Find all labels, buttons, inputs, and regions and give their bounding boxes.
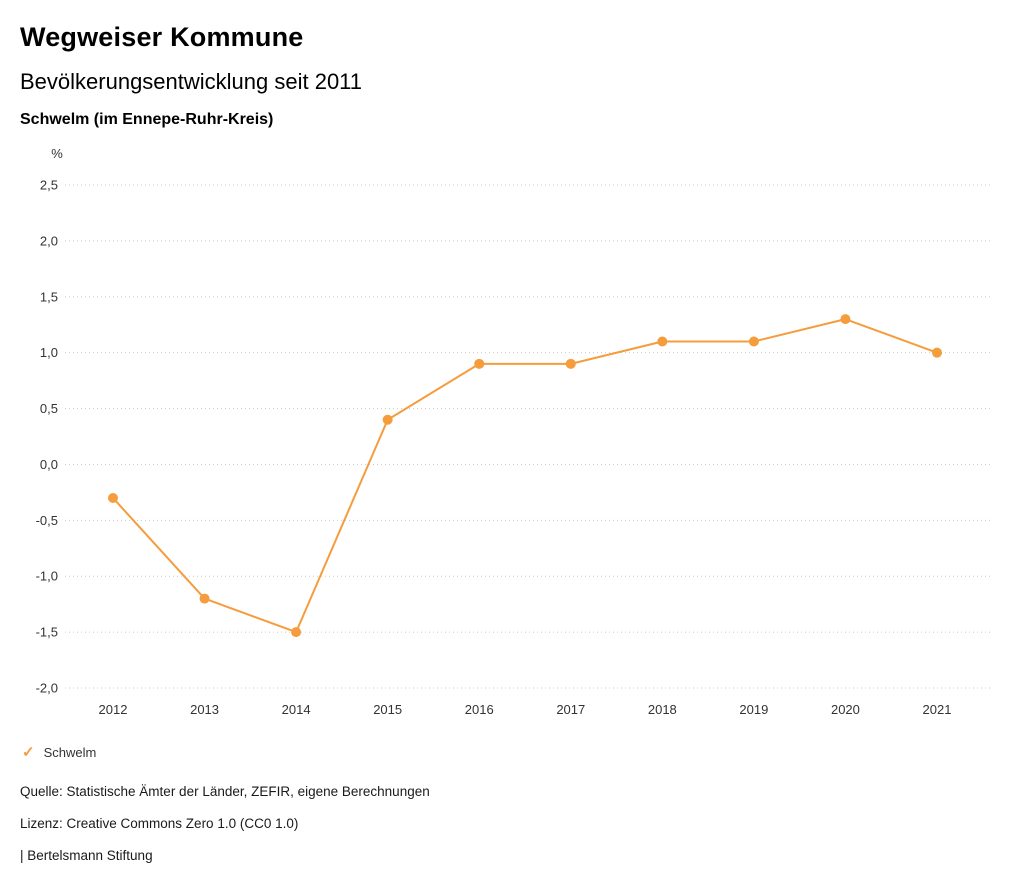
y-tick-label: 0,5 — [40, 401, 58, 416]
app-title: Wegweiser Kommune — [20, 22, 304, 52]
x-tick-label: 2016 — [465, 702, 494, 717]
chart-canvas: % 2,5 2,0 1,5 1,0 0,5 0,0 -0,5 -1,0 -1,5 -2,0 2012 2… — [36, 146, 990, 717]
data-point[interactable] — [199, 593, 210, 604]
population-line-chart: % 2,5 2,0 1,5 1,0 0,5 0,0 -0,5 -1,0 -1,5 -2,0 2012 2… — [20, 140, 1020, 730]
y-tick-label: 2,5 — [40, 178, 58, 193]
y-tick-label: 0,0 — [40, 457, 58, 472]
chart-location-subtitle: Schwelm (im Ennepe-Ruhr-Kreis) — [20, 111, 274, 128]
data-point[interactable] — [474, 358, 485, 369]
data-point[interactable] — [840, 314, 851, 325]
chart-title: Bevölkerungsentwicklung seit 2011 — [20, 69, 363, 94]
chart-legend: ✓ Schwelm — [22, 745, 96, 760]
x-tick-label: 2018 — [648, 702, 677, 717]
x-tick-label: 2021 — [923, 702, 952, 717]
y-tick-label: -1,0 — [36, 569, 58, 584]
data-point[interactable] — [291, 627, 302, 638]
data-point[interactable] — [657, 336, 668, 347]
y-axis-unit-label: % — [51, 146, 63, 161]
x-tick-label: 2012 — [99, 702, 128, 717]
chart-header: Wegweiser Kommune Bevölkerungsentwicklun… — [0, 0, 1024, 129]
y-tick-label: -2,0 — [36, 681, 58, 696]
data-point[interactable] — [565, 358, 576, 369]
legend-item-schwelm[interactable]: Schwelm — [43, 745, 97, 760]
y-tick-label: 1,5 — [40, 289, 58, 304]
source-text: Quelle: Statistische Ämter der Länder, Z… — [20, 784, 430, 799]
data-point[interactable] — [748, 336, 759, 347]
series-line — [112, 318, 938, 634]
data-point[interactable] — [108, 492, 118, 503]
y-tick-label: -1,5 — [36, 625, 58, 640]
legend-check-icon: ✓ — [22, 744, 35, 761]
x-tick-label: 2020 — [831, 702, 860, 717]
x-tick-label: 2015 — [373, 702, 402, 717]
x-tick-label: 2014 — [282, 702, 311, 717]
x-tick-label: 2013 — [190, 702, 219, 717]
data-point[interactable] — [932, 347, 942, 358]
data-point[interactable] — [382, 414, 393, 425]
license-text: Lizenz: Creative Commons Zero 1.0 (CC0 1… — [20, 816, 299, 831]
y-tick-label: -0,5 — [36, 513, 58, 528]
y-tick-label: 1,0 — [40, 345, 58, 360]
chart-footer: Quelle: Statistische Ämter der Länder, Z… — [20, 784, 430, 880]
x-tick-label: 2019 — [739, 702, 768, 717]
attribution-text: | Bertelsmann Stiftung — [20, 848, 153, 863]
x-tick-label: 2017 — [556, 702, 585, 717]
y-tick-label: 2,0 — [40, 233, 58, 248]
